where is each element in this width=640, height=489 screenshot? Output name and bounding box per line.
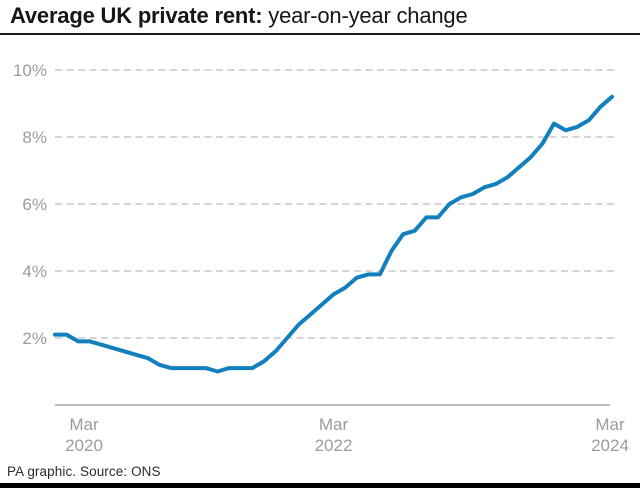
footer-black-bar [0,483,640,488]
x-tick-label-mar-2022-line1: Mar [319,415,349,434]
y-tick-label-6: 6% [22,195,47,214]
x-tick-label-mar-2024-line1: Mar [595,415,625,434]
chart-title-subtitle: year-on-year change [262,3,468,28]
source-attribution: PA graphic. Source: ONS [7,464,161,479]
x-tick-label-mar-2022-line2: 2022 [315,436,353,455]
y-tick-label-4: 4% [22,262,47,281]
y-tick-label-10: 10% [13,61,47,80]
chart-title: Average UK private rent: year-on-year ch… [10,3,468,29]
y-tick-label-8: 8% [22,128,47,147]
y-tick-label-2: 2% [22,329,47,348]
chart-title-emphasis: Average UK private rent: [10,3,263,28]
x-tick-label-mar-2024-line2: 2024 [591,436,629,455]
title-divider-rule [0,33,640,35]
x-tick-label-mar-2020-line2: 2020 [65,436,103,455]
x-tick-label-mar-2020-line1: Mar [69,415,99,434]
rent-yoy-change-series [53,94,614,374]
